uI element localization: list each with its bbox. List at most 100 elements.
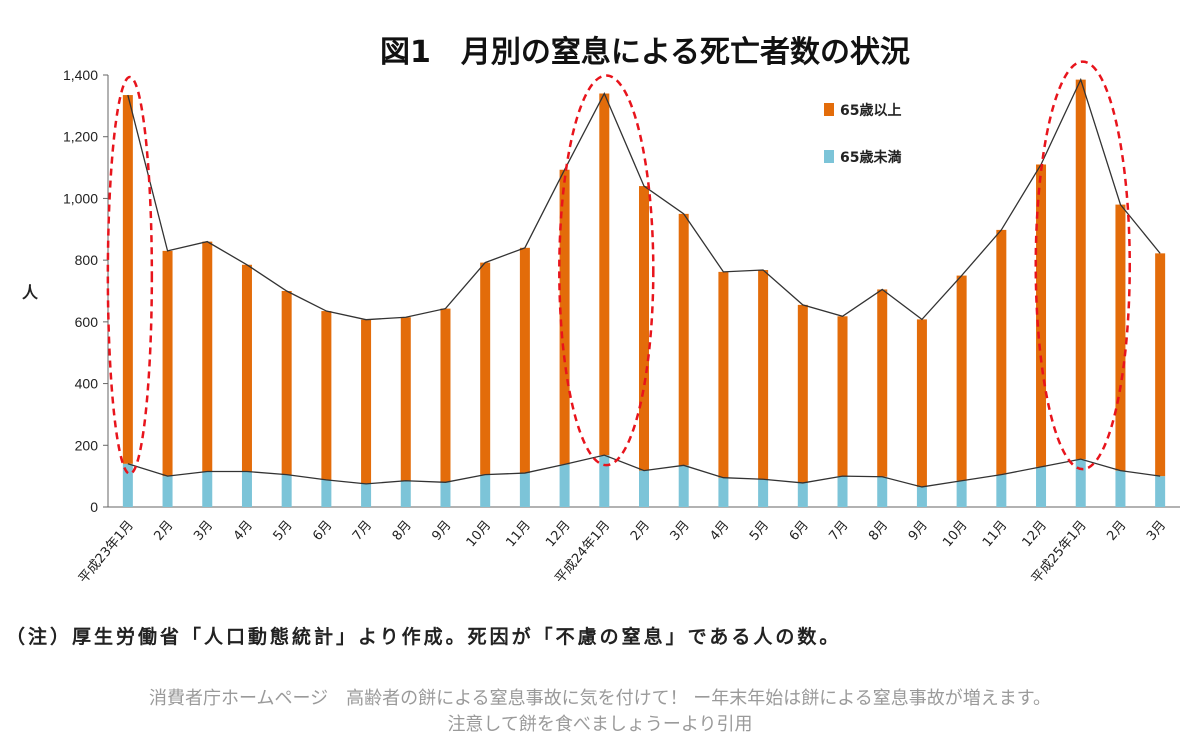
bar-under65 bbox=[162, 476, 173, 507]
bar-under65 bbox=[996, 474, 1007, 507]
bar-under65 bbox=[281, 474, 292, 507]
bars bbox=[122, 79, 1166, 507]
bar-over65 bbox=[1075, 79, 1086, 460]
source-line-1: 消費者庁ホームページ 高齢者の餅による窒息事故に気を付けて！ ー年末年始は餅によ… bbox=[149, 688, 1051, 709]
bar-under65 bbox=[758, 479, 769, 507]
y-tick-label: 400 bbox=[75, 376, 99, 392]
bar-under65 bbox=[361, 483, 372, 507]
x-tick-label: 5月 bbox=[747, 518, 772, 544]
source-citation: 消費者庁ホームページ 高齢者の餅による窒息事故に気を付けて！ ー年末年始は餅によ… bbox=[0, 686, 1200, 738]
bar-under65 bbox=[202, 471, 213, 507]
bar-over65 bbox=[837, 316, 848, 477]
bar-under65 bbox=[956, 480, 967, 507]
bar-over65 bbox=[321, 311, 332, 480]
bar-over65 bbox=[480, 262, 491, 475]
x-tick-label: 4月 bbox=[231, 518, 256, 544]
trend-lines bbox=[127, 77, 1161, 488]
x-tick-label: 5月 bbox=[271, 518, 296, 544]
highlight-ellipse bbox=[106, 75, 154, 476]
bar-over65 bbox=[718, 271, 729, 478]
x-tick-label: 11月 bbox=[980, 518, 1010, 550]
bar-over65 bbox=[241, 264, 252, 472]
legend-swatch bbox=[824, 150, 834, 163]
bar-under65 bbox=[678, 465, 689, 507]
bar-over65 bbox=[559, 169, 570, 465]
bar-over65 bbox=[678, 213, 689, 466]
x-tick-label: 3月 bbox=[1144, 518, 1169, 544]
legend-label: 65歳未満 bbox=[840, 149, 901, 166]
bar-under65 bbox=[916, 486, 927, 507]
y-tick-label: 1,200 bbox=[63, 129, 98, 145]
bar-under65 bbox=[440, 482, 451, 507]
bar-over65 bbox=[202, 241, 213, 472]
bar-over65 bbox=[1115, 204, 1126, 471]
source-line-2: 注意して餅を食べましょうーより引用 bbox=[447, 714, 753, 735]
bar-over65 bbox=[122, 95, 133, 464]
bar-over65 bbox=[639, 186, 649, 471]
bar-under65 bbox=[1115, 470, 1126, 507]
x-tick-label: 7月 bbox=[826, 518, 851, 544]
x-tick-label: 10月 bbox=[464, 518, 494, 550]
bar-over65 bbox=[281, 291, 292, 475]
bar-under65 bbox=[599, 455, 610, 507]
chart: 図1 月別の窒息による死亡者数の状況 人 0 200 400 600 800 1,000 1… bbox=[22, 35, 1180, 586]
highlight-ellipse bbox=[558, 74, 655, 467]
bar-over65 bbox=[1155, 253, 1166, 477]
x-tick-label: 6月 bbox=[787, 518, 812, 544]
highlight-ellipse bbox=[1034, 60, 1131, 471]
legend-swatch bbox=[824, 103, 834, 116]
legend: 65歳以上 65歳未満 bbox=[824, 102, 901, 166]
x-tick-label: 7月 bbox=[350, 518, 375, 544]
x-tick-label: 4月 bbox=[707, 518, 732, 544]
x-tick-label: 3月 bbox=[668, 518, 693, 544]
bar-over65 bbox=[361, 319, 372, 484]
bar-under65 bbox=[1155, 476, 1166, 507]
bar-under65 bbox=[1075, 459, 1086, 507]
y-axis-label: 人 bbox=[22, 283, 39, 302]
bar-under65 bbox=[559, 464, 570, 507]
bar-under65 bbox=[400, 480, 411, 507]
y-tick-label: 1,400 bbox=[63, 67, 98, 83]
bar-over65 bbox=[797, 304, 808, 483]
bar-over65 bbox=[956, 275, 967, 481]
bar-under65 bbox=[837, 476, 848, 507]
x-tick-label: 8月 bbox=[390, 518, 415, 544]
x-tick-label: 2月 bbox=[628, 518, 653, 544]
footnote: （注）厚生労働省「人口動態統計」より作成。死因が「不慮の窒息」である人の数。 bbox=[6, 626, 842, 648]
bar-under65 bbox=[122, 463, 133, 507]
x-tick-label: 2月 bbox=[151, 518, 176, 544]
bar-over65 bbox=[996, 229, 1007, 475]
y-tick-label: 0 bbox=[90, 499, 98, 515]
bar-under65 bbox=[639, 470, 649, 507]
bar-under65 bbox=[321, 479, 332, 507]
x-tick-label: 2月 bbox=[1104, 518, 1129, 544]
bar-over65 bbox=[877, 289, 888, 477]
y-tick-label: 600 bbox=[75, 314, 99, 330]
y-tick-label: 200 bbox=[75, 437, 99, 453]
total-line bbox=[127, 77, 1161, 321]
bar-under65 bbox=[797, 482, 808, 507]
y-tick-label: 800 bbox=[75, 252, 99, 268]
bar-over65 bbox=[162, 250, 173, 477]
y-tick-label: 1,000 bbox=[63, 190, 98, 206]
bar-under65 bbox=[877, 476, 888, 507]
bar-over65 bbox=[916, 319, 927, 487]
x-tick-label: 6月 bbox=[310, 518, 335, 544]
x-tick-label: 3月 bbox=[191, 518, 216, 544]
under65-line bbox=[127, 454, 1161, 488]
bar-over65 bbox=[440, 308, 451, 483]
x-tick-label: 12月 bbox=[543, 518, 573, 550]
x-tick-label: 8月 bbox=[866, 518, 891, 544]
chart-title: 図1 月別の窒息による死亡者数の状況 bbox=[380, 35, 910, 70]
x-tick-label: 平成23年1月 bbox=[76, 518, 137, 586]
bar-under65 bbox=[1036, 466, 1047, 507]
bar-under65 bbox=[480, 474, 491, 507]
x-tick-label: 9月 bbox=[429, 518, 454, 544]
x-tick-label: 12月 bbox=[1020, 518, 1050, 550]
bar-under65 bbox=[718, 477, 729, 507]
bar-over65 bbox=[519, 247, 530, 474]
y-axis: 0 200 400 600 800 1,000 1,200 1,400 bbox=[63, 67, 109, 515]
legend-label: 65歳以上 bbox=[840, 102, 901, 119]
bar-over65 bbox=[758, 270, 769, 480]
